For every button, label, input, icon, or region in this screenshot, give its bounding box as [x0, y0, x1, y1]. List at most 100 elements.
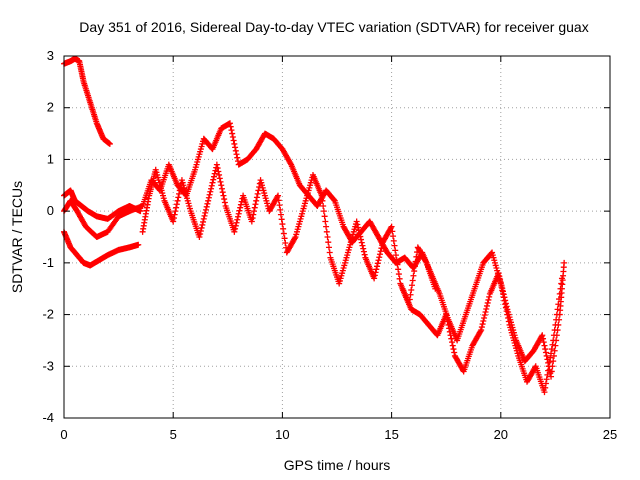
- data-point: [501, 294, 508, 301]
- data-point: [106, 140, 113, 147]
- data-point: [280, 225, 287, 232]
- data-point: [483, 302, 490, 309]
- data-point: [213, 161, 220, 168]
- data-point: [231, 228, 238, 235]
- data-point: [540, 339, 547, 346]
- data-point: [407, 291, 414, 298]
- data-point: [497, 276, 504, 283]
- data-point: [221, 199, 228, 206]
- data-point: [444, 318, 451, 325]
- data-point: [249, 215, 256, 222]
- data-point: [446, 328, 453, 335]
- data-point: [390, 233, 397, 240]
- data-point: [374, 260, 381, 267]
- data-point: [176, 187, 183, 194]
- data-point: [553, 332, 560, 339]
- data-point: [201, 212, 208, 219]
- data-point: [234, 154, 241, 161]
- y-tick-label: 3: [47, 48, 54, 63]
- data-point: [353, 218, 360, 225]
- data-point: [208, 182, 215, 189]
- data-point: [502, 300, 509, 307]
- data-point: [497, 279, 504, 286]
- data-point: [170, 218, 177, 225]
- data-point: [227, 123, 234, 130]
- data-point: [205, 197, 212, 204]
- data-point: [495, 270, 502, 277]
- data-point: [480, 318, 487, 325]
- data-point: [389, 228, 396, 235]
- data-point: [549, 341, 556, 348]
- data-point: [449, 339, 456, 346]
- y-tick-label: 2: [47, 100, 54, 115]
- data-point: [447, 332, 454, 339]
- data-point: [481, 315, 488, 322]
- grid-lines: [64, 56, 610, 418]
- data-point: [208, 185, 215, 192]
- data-point: [378, 245, 385, 252]
- data-point: [499, 285, 506, 292]
- data-point: [255, 187, 262, 194]
- data-point: [210, 173, 217, 180]
- data-point: [237, 204, 244, 211]
- data-point: [373, 266, 380, 273]
- data-point: [220, 192, 227, 199]
- data-point: [478, 324, 485, 331]
- data-point: [544, 356, 551, 363]
- data-point: [252, 201, 259, 208]
- data-point: [355, 227, 362, 234]
- data-point: [174, 197, 181, 204]
- data-point: [231, 140, 238, 147]
- data-point: [358, 236, 365, 243]
- data-point: [325, 244, 332, 251]
- data-point: [377, 248, 384, 255]
- data-point: [394, 261, 401, 268]
- data-point: [483, 305, 490, 312]
- data-point: [320, 202, 327, 209]
- data-point: [548, 373, 555, 380]
- data-point: [540, 335, 547, 342]
- data-points: [61, 55, 568, 396]
- data-point: [291, 235, 298, 242]
- data-point: [449, 342, 456, 349]
- y-tick-label: -2: [42, 307, 54, 322]
- data-point: [390, 237, 397, 244]
- axis-ticks: [63, 55, 611, 419]
- data-point: [277, 206, 284, 213]
- data-point: [361, 251, 368, 258]
- data-point: [216, 175, 223, 182]
- data-point: [371, 272, 378, 279]
- data-point: [228, 127, 235, 134]
- data-point: [203, 203, 210, 210]
- data-point: [499, 288, 506, 295]
- chart-title: Day 351 of 2016, Sidereal Day-to-day VTE…: [79, 19, 588, 35]
- data-point: [236, 207, 243, 214]
- data-point: [196, 234, 203, 240]
- data-point: [280, 230, 287, 237]
- data-point: [232, 147, 239, 154]
- x-tick-label: 10: [275, 427, 289, 442]
- data-point: [445, 321, 452, 328]
- data-point: [541, 389, 548, 396]
- data-point: [379, 242, 386, 249]
- data-point: [233, 219, 240, 226]
- data-point: [175, 194, 182, 201]
- data-point: [395, 266, 402, 273]
- data-point: [393, 256, 400, 263]
- data-point: [207, 188, 214, 195]
- data-point: [395, 271, 402, 278]
- data-point: [448, 335, 455, 342]
- data-point: [558, 280, 565, 287]
- data-point: [542, 349, 549, 356]
- data-point: [539, 332, 546, 339]
- data-point: [545, 359, 552, 366]
- data-point: [232, 225, 239, 232]
- data-point: [477, 328, 484, 335]
- data-point: [446, 325, 453, 332]
- data-point: [360, 248, 367, 255]
- x-tick-label: 0: [60, 427, 67, 442]
- data-point: [251, 204, 258, 211]
- data-point: [234, 216, 241, 223]
- data-point: [204, 200, 211, 207]
